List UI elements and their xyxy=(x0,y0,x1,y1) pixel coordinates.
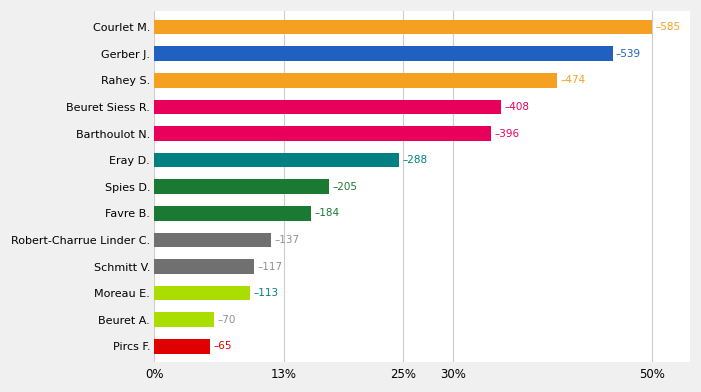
Bar xyxy=(154,100,501,114)
Text: –205: –205 xyxy=(332,182,357,192)
Text: –184: –184 xyxy=(314,208,339,218)
Bar xyxy=(154,73,557,87)
Bar xyxy=(154,46,613,61)
Bar xyxy=(154,232,271,247)
Bar xyxy=(154,126,491,141)
Text: –539: –539 xyxy=(616,49,641,59)
Bar xyxy=(154,312,214,327)
Bar xyxy=(154,20,652,34)
Text: –117: –117 xyxy=(257,261,283,272)
Text: –65: –65 xyxy=(213,341,231,351)
Bar xyxy=(154,180,329,194)
Text: –137: –137 xyxy=(274,235,299,245)
Text: –288: –288 xyxy=(402,155,428,165)
Text: –70: –70 xyxy=(217,315,236,325)
Text: –408: –408 xyxy=(505,102,529,112)
Text: –585: –585 xyxy=(655,22,680,32)
Text: –474: –474 xyxy=(561,75,586,85)
Bar xyxy=(154,259,254,274)
Bar xyxy=(154,153,399,167)
Text: –113: –113 xyxy=(254,288,279,298)
Bar xyxy=(154,206,311,221)
Text: –396: –396 xyxy=(494,129,519,138)
Bar xyxy=(154,286,250,301)
Bar xyxy=(154,339,210,354)
